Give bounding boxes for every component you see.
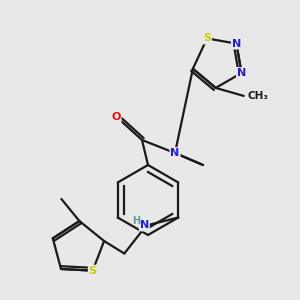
- Text: O: O: [111, 112, 121, 122]
- Text: N: N: [232, 39, 241, 49]
- Text: S: S: [203, 33, 211, 43]
- Text: N: N: [170, 148, 180, 158]
- Text: N: N: [237, 68, 246, 78]
- Text: N: N: [140, 220, 149, 230]
- Text: CH₃: CH₃: [248, 91, 269, 101]
- Text: S: S: [89, 266, 97, 276]
- Text: H: H: [132, 217, 140, 226]
